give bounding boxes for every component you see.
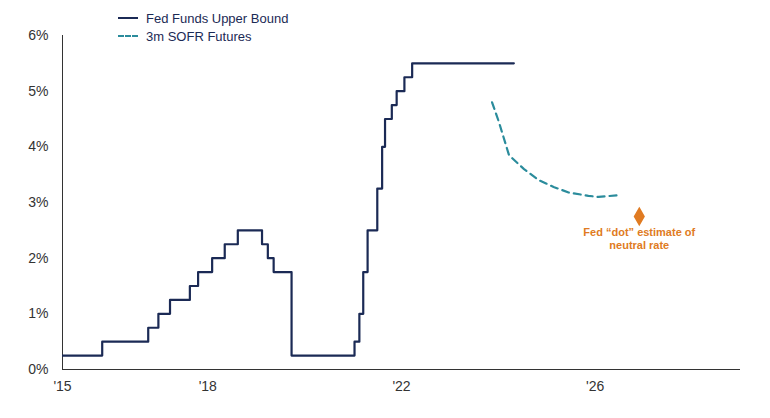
html-text:3m SOFR Futures: 3m SOFR Futures [146,28,252,44]
svg-text:'15: '15 [53,378,71,394]
svg-text:0%: 0% [28,361,48,377]
svg-text:2%: 2% [28,250,48,266]
svg-text:5%: 5% [28,83,48,99]
svg-text:6%: 6% [28,27,48,43]
svg-text:Fed “dot” estimate ofneutral r: Fed “dot” estimate ofneutral rate [583,226,695,251]
svg-text:'18: '18 [199,378,217,394]
svg-text:'22: '22 [392,378,410,394]
svg-text:4%: 4% [28,138,48,154]
html-text:Fed Funds Upper Bound: Fed Funds Upper Bound [146,10,289,26]
svg-text:1%: 1% [28,305,48,321]
svg-text:3%: 3% [28,194,48,210]
svg-text:'26: '26 [586,378,604,394]
